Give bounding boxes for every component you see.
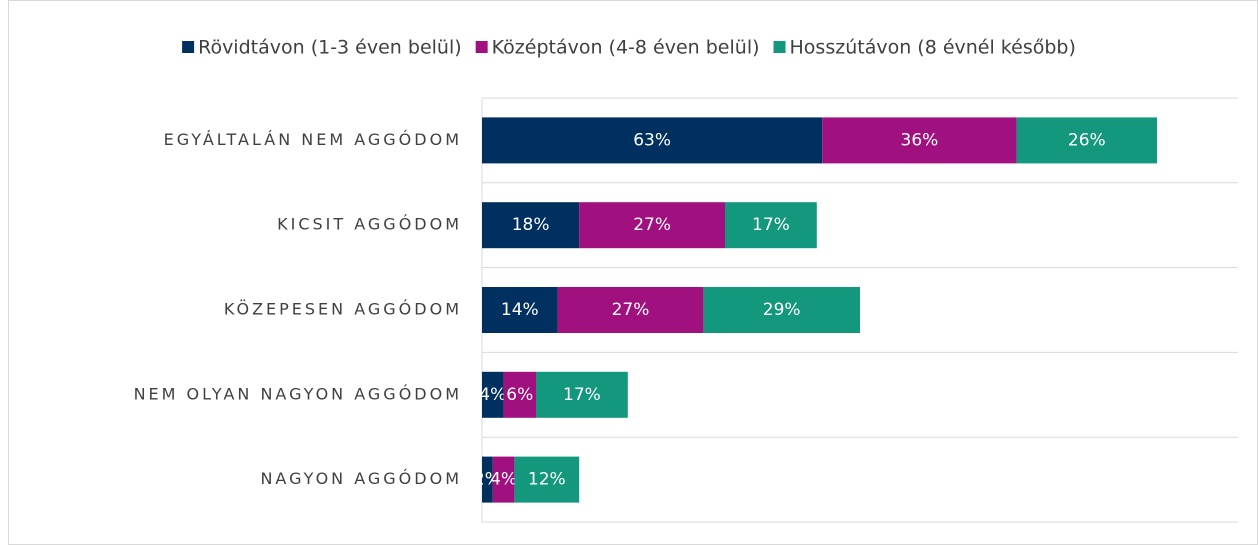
data-label: 6% [506, 385, 533, 405]
legend-label: Középtávon (4-8 éven belül) [492, 37, 760, 59]
bar-segment [579, 202, 725, 249]
data-label: 36% [901, 130, 939, 150]
legend-label: Hosszútávon (8 évnél később) [790, 37, 1076, 59]
plot: EGYÁLTALÁN NEM AGGÓDOM 63% 36% 26% KICSIT AG… [134, 117, 1157, 503]
legend-swatch [182, 41, 195, 53]
grid [481, 97, 1238, 523]
legend: Rövidtávon (1-3 éven belül) Középtávon (4… [182, 37, 1076, 59]
bar-segment [514, 456, 580, 503]
y-tick-label: KÖZEPESEN AGGÓDOM [224, 300, 462, 319]
bar-segment [822, 117, 1017, 164]
y-tick-label: KICSIT AGGÓDOM [277, 215, 462, 234]
bar-segment [482, 202, 580, 249]
bar-segment [725, 202, 817, 249]
y-tick-label: NAGYON AGGÓDOM [260, 469, 462, 488]
bar-segment [482, 371, 504, 418]
data-label: 27% [633, 215, 671, 235]
chart-frame [8, 0, 1258, 545]
y-tick-label: NEM OLYAN NAGYON AGGÓDOM [134, 384, 462, 403]
data-label: 26% [1068, 130, 1106, 150]
bar-segment [482, 287, 558, 333]
legend-label: Rövidtávon (1-3 éven belül) [198, 37, 462, 59]
data-label: 18% [512, 215, 550, 235]
data-label: 17% [563, 385, 601, 405]
data-label: 17% [752, 215, 790, 235]
data-label: 63% [633, 130, 671, 150]
bar-segment [482, 456, 493, 503]
data-label: 4% [479, 385, 506, 405]
legend-swatch [475, 41, 488, 53]
bar-segment [1016, 117, 1157, 164]
data-label: 4% [490, 470, 517, 490]
bar-segment [503, 371, 536, 418]
bar-segment [557, 287, 704, 333]
bar-segment [536, 371, 628, 418]
data-label: 12% [528, 470, 566, 490]
bar-segment [482, 117, 823, 164]
legend-swatch [773, 41, 786, 53]
data-label: 14% [501, 300, 539, 320]
bar-segment [492, 456, 515, 503]
y-tick-label: EGYÁLTALÁN NEM AGGÓDOM [164, 130, 462, 149]
bar-segment [703, 287, 860, 333]
data-label: 27% [612, 300, 650, 320]
data-label: 29% [763, 300, 801, 320]
